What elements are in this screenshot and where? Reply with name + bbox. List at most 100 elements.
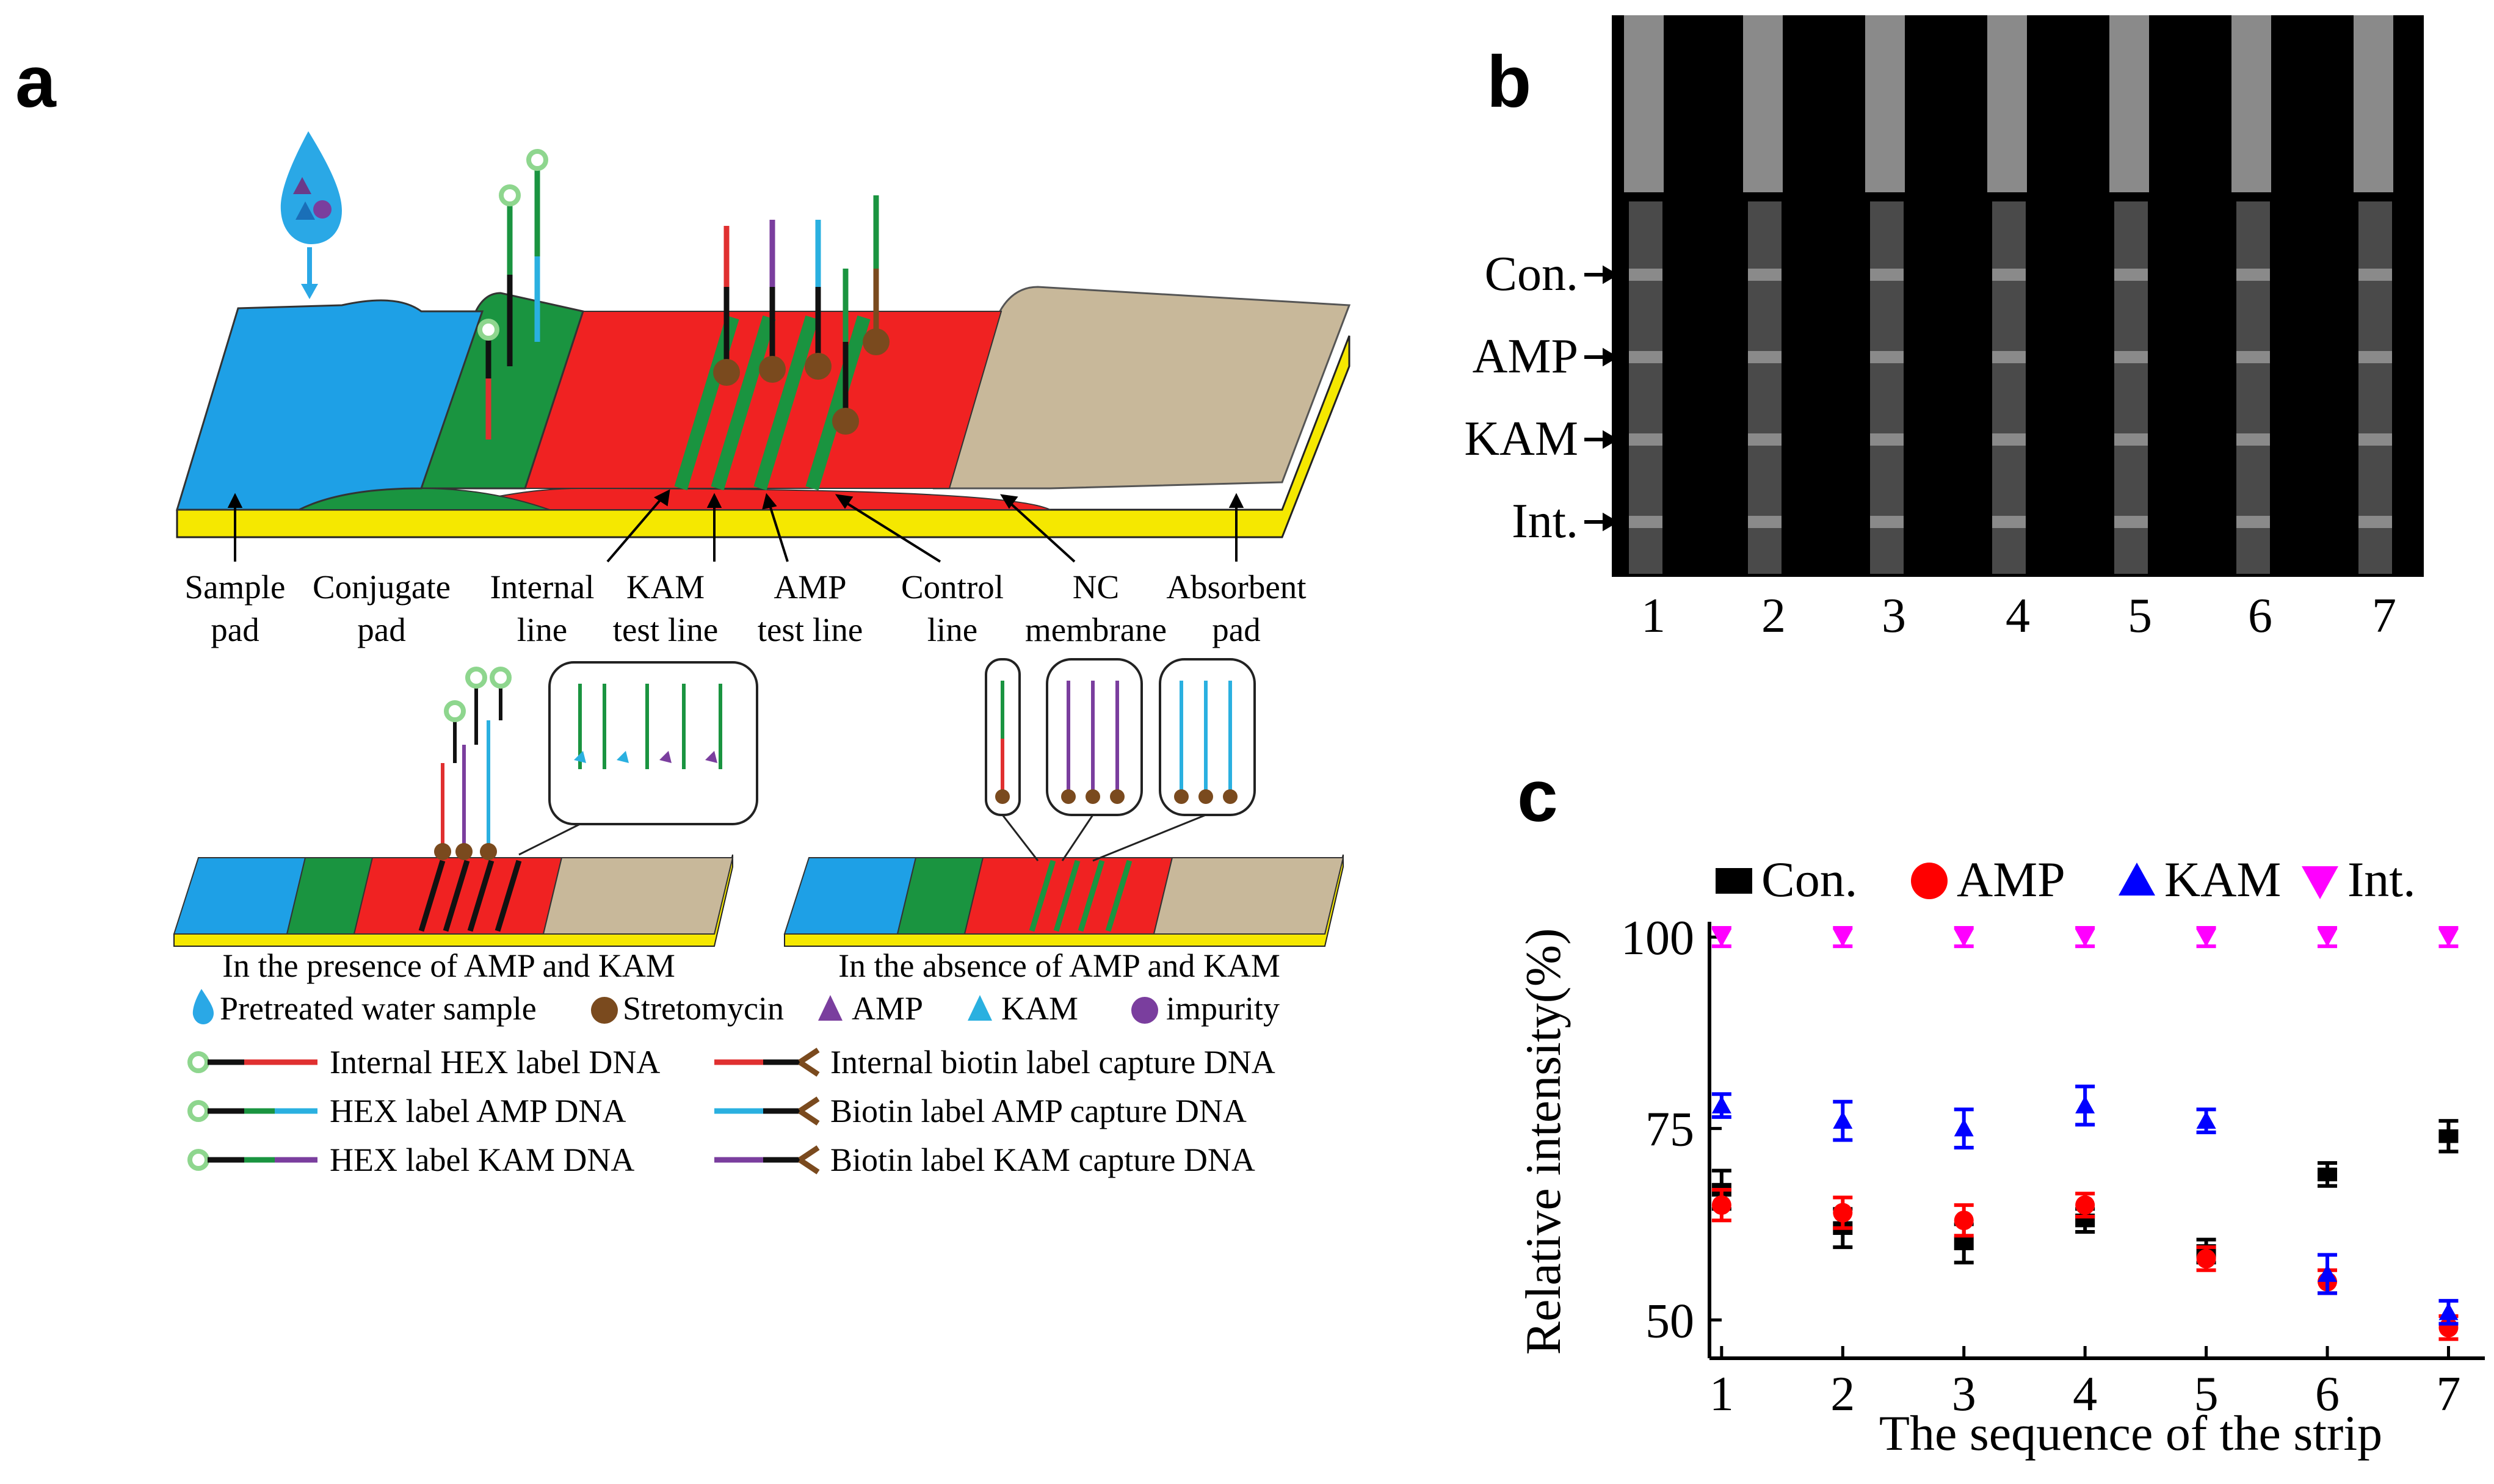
row-label-amp: AMP xyxy=(1473,330,1578,383)
data-point xyxy=(2196,926,2216,949)
strip-number-4: 4 xyxy=(2006,589,2030,643)
strip-numbers: 1 2 3 4 5 6 7 xyxy=(1641,589,2396,643)
series-kam xyxy=(1711,1084,2459,1326)
legend-biotin-amp: Biotin label AMP capture DNA xyxy=(830,1093,1247,1129)
data-point xyxy=(1954,926,1974,949)
label-absorbent-pad-2: pad xyxy=(1212,611,1260,648)
legend-hex-kam: HEX label KAM DNA xyxy=(330,1142,634,1178)
strip-number-7: 7 xyxy=(2372,589,2396,643)
strip-number-5: 5 xyxy=(2128,589,2152,643)
row-labels: Con. AMP KAM Int. xyxy=(1464,247,1578,548)
strip-absence: In the absence of AMP and KAM xyxy=(783,658,1344,984)
data-point xyxy=(1833,1195,1853,1230)
legend-label: KAM xyxy=(2164,852,2281,907)
row-label-kam: KAM xyxy=(1464,412,1578,466)
data-point xyxy=(2196,1107,2216,1134)
capture-probes xyxy=(713,195,890,435)
data-point xyxy=(1954,1203,1974,1238)
data-point xyxy=(2075,1192,2095,1218)
legend-internal-hex: Internal HEX label DNA xyxy=(330,1044,660,1080)
conjugate-probes xyxy=(480,151,546,440)
data-point xyxy=(1711,1092,1731,1119)
data-point xyxy=(2318,1161,2338,1188)
label-amp-test-line-1: AMP xyxy=(774,568,846,606)
photo-strip-7 xyxy=(2354,15,2393,574)
label-sample-pad-1: Sample xyxy=(185,568,286,606)
panel-b-label: b xyxy=(1487,41,1531,123)
water-sample-icon xyxy=(192,989,214,1024)
label-internal-line-2: line xyxy=(517,611,567,648)
data-point xyxy=(2196,1245,2216,1272)
data-point xyxy=(2318,926,2338,949)
photo-strip-5 xyxy=(2109,15,2149,574)
legend-item-amp: AMP xyxy=(1911,852,2065,907)
label-sample-pad-2: pad xyxy=(211,611,259,648)
label-conjugate-pad-2: pad xyxy=(357,611,405,648)
label-conjugate-pad-1: Conjugate xyxy=(313,568,451,606)
row-arrows xyxy=(1584,265,1619,532)
strip-number-6: 6 xyxy=(2248,589,2272,643)
legend-kam: KAM xyxy=(1001,990,1078,1027)
label-nc-membrane-2: membrane xyxy=(1025,611,1167,648)
row-label-con: Con. xyxy=(1485,247,1578,301)
presence-caption: In the presence of AMP and KAM xyxy=(222,947,675,984)
y-axis-label: Relative intensity(%) xyxy=(1515,928,1571,1355)
label-control-line-1: Control xyxy=(901,568,1004,606)
label-absorbent-pad-1: Absorbent xyxy=(1166,568,1306,606)
strip-number-3: 3 xyxy=(1882,589,1906,643)
amp-triangle-icon xyxy=(818,995,843,1021)
x-tick-label: 7 xyxy=(2436,1367,2460,1421)
series-con xyxy=(1711,1119,2459,1265)
sample-pad xyxy=(175,299,484,511)
strip-number-1: 1 xyxy=(1641,589,1666,643)
series-amp xyxy=(1711,1188,2459,1341)
photo-strip-3 xyxy=(1865,15,1905,574)
x-tick-label: 3 xyxy=(1952,1367,1976,1421)
legend-amp: AMP xyxy=(852,990,923,1027)
streptomycin-icon xyxy=(591,997,618,1024)
legend-item-con: Con. xyxy=(1716,852,1857,907)
legend-item-kam: KAM xyxy=(2119,852,2281,907)
legend-impurity: impurity xyxy=(1166,990,1280,1027)
label-kam-test-line-1: KAM xyxy=(626,568,705,606)
series-int xyxy=(1711,926,2459,949)
data-point xyxy=(2438,1298,2459,1326)
strip-labels: Sample pad Conjugate pad Internal line K… xyxy=(185,568,1307,648)
data-point xyxy=(1833,1099,1853,1142)
legend-a: Pretreated water sample Stretomycin AMP … xyxy=(190,989,1280,1178)
data-point xyxy=(1954,1107,1974,1150)
row-label-int: Int. xyxy=(1512,494,1578,548)
y-tick-label: 50 xyxy=(1645,1294,1694,1348)
legend-item-int: Int. xyxy=(2302,852,2416,907)
chart-c: 50 75 100 1 2 3 4 5 6 7 Relative intensity(%) The… xyxy=(1515,852,2485,1461)
x-tick-label: 1 xyxy=(1709,1367,1734,1421)
data-point xyxy=(2075,1084,2095,1127)
data-point xyxy=(2438,1119,2459,1154)
part-arrows xyxy=(227,489,1244,563)
label-internal-line-1: Internal xyxy=(490,568,594,606)
legend-internal-biotin: Internal biotin label capture DNA xyxy=(830,1044,1275,1080)
data-point xyxy=(1833,926,1853,949)
axis-ticks: 50 75 100 1 2 3 4 5 6 7 xyxy=(1621,911,2460,1421)
label-control-line-2: line xyxy=(927,611,977,648)
strip-photo xyxy=(1612,15,2424,577)
photo-strips xyxy=(1624,15,2393,574)
legend-streptomycin: Stretomycin xyxy=(623,990,784,1027)
x-tick-label: 5 xyxy=(2194,1367,2219,1421)
label-amp-test-line-2: test line xyxy=(758,611,863,648)
photo-strip-1 xyxy=(1624,15,1664,574)
data-point xyxy=(2438,926,2459,949)
legend-biotin-kam: Biotin label KAM capture DNA xyxy=(830,1142,1255,1178)
label-nc-membrane-1: NC xyxy=(1073,568,1119,606)
chart-marks xyxy=(1711,926,2459,1341)
photo-strip-6 xyxy=(2231,15,2271,574)
kam-triangle-icon xyxy=(968,995,992,1021)
x-tick-label: 2 xyxy=(1830,1367,1855,1421)
legend-label: AMP xyxy=(1957,852,2065,907)
x-tick-label: 6 xyxy=(2315,1367,2340,1421)
data-point xyxy=(2318,1253,2338,1295)
label-kam-test-line-2: test line xyxy=(613,611,719,648)
legend-hex-amp: HEX label AMP DNA xyxy=(330,1093,626,1129)
data-point xyxy=(1711,1188,1731,1223)
